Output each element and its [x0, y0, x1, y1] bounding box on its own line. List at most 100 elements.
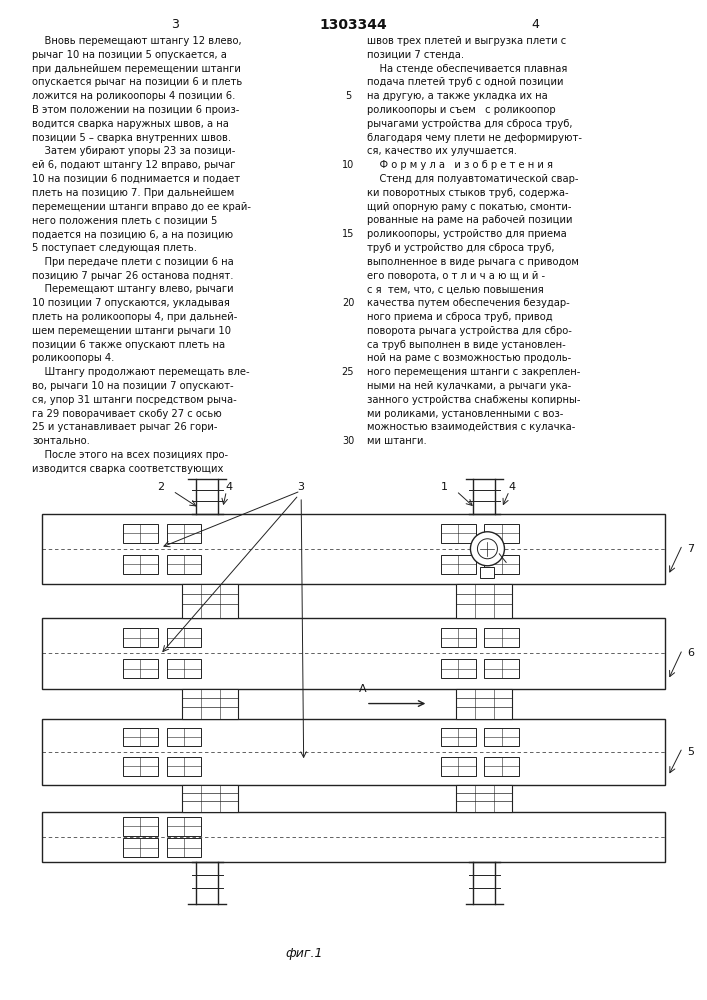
Text: можностью взаимодействия с кулачка-: можностью взаимодействия с кулачка- — [367, 422, 575, 432]
Text: зонтально.: зонтально. — [32, 436, 90, 446]
Bar — [42, 618, 665, 689]
Bar — [167, 628, 201, 647]
Text: роликоопоры и съем   с роликоопор: роликоопоры и съем с роликоопор — [367, 105, 556, 115]
Bar — [123, 728, 158, 746]
Text: шем перемещении штанги рычаги 10: шем перемещении штанги рычаги 10 — [32, 326, 231, 336]
Text: благодаря чему плети не деформируют-: благодаря чему плети не деформируют- — [367, 133, 582, 143]
Bar — [456, 785, 513, 812]
Text: выполненное в виде рычага с приводом: выполненное в виде рычага с приводом — [367, 257, 579, 267]
Text: 10 на позиции 6 поднимается и подает: 10 на позиции 6 поднимается и подает — [32, 174, 240, 184]
Text: ми роликами, установленными с воз-: ми роликами, установленными с воз- — [367, 409, 563, 419]
Text: ной на раме с возможностью продоль-: ной на раме с возможностью продоль- — [367, 353, 571, 363]
Text: во, рычаги 10 на позиции 7 опускают-: во, рычаги 10 на позиции 7 опускают- — [32, 381, 233, 391]
Bar — [123, 757, 158, 776]
Text: ся, упор 31 штанги посредством рыча-: ся, упор 31 штанги посредством рыча- — [32, 395, 237, 405]
Text: ся, качество их улучшается.: ся, качество их улучшается. — [367, 146, 517, 156]
Text: Перемещают штангу влево, рычаги: Перемещают штангу влево, рычаги — [32, 284, 233, 294]
Bar — [42, 812, 665, 862]
Text: После этого на всех позициях про-: После этого на всех позициях про- — [32, 450, 228, 460]
Text: ного приема и сброса труб, привод: ного приема и сброса труб, привод — [367, 312, 553, 322]
Bar — [167, 728, 201, 746]
Text: швов трех плетей и выгрузка плети с: швов трех плетей и выгрузка плети с — [367, 36, 566, 46]
Bar — [456, 689, 513, 718]
Bar — [167, 659, 201, 678]
Text: Вновь перемещают штангу 12 влево,: Вновь перемещают штангу 12 влево, — [32, 36, 242, 46]
Bar — [440, 757, 476, 776]
Text: поворота рычага устройства для сбро-: поворота рычага устройства для сбро- — [367, 326, 572, 336]
Text: качества путем обеспечения безудар-: качества путем обеспечения безудар- — [367, 298, 570, 308]
Text: 7: 7 — [686, 544, 694, 554]
Text: 4: 4 — [531, 18, 539, 31]
Bar — [123, 555, 158, 574]
Text: 10: 10 — [342, 160, 354, 170]
Bar — [167, 838, 201, 857]
Text: 6: 6 — [686, 648, 694, 658]
Bar — [481, 567, 494, 578]
Bar — [123, 628, 158, 647]
Text: его поворота, о т л и ч а ю щ и й -: его поворота, о т л и ч а ю щ и й - — [367, 271, 545, 281]
Bar — [167, 817, 201, 836]
Circle shape — [477, 539, 498, 559]
Text: позиции 7 стенда.: позиции 7 стенда. — [367, 50, 464, 60]
Text: плеть на роликоопоры 4, при дальней-: плеть на роликоопоры 4, при дальней- — [32, 312, 238, 322]
Text: позицию 7 рычаг 26 останова поднят.: позицию 7 рычаг 26 останова поднят. — [32, 271, 233, 281]
Text: 1: 1 — [440, 482, 448, 492]
Text: 4: 4 — [509, 482, 516, 492]
Bar — [440, 524, 476, 543]
Text: роликоопоры, устройство для приема: роликоопоры, устройство для приема — [367, 229, 567, 239]
Bar — [456, 584, 513, 618]
Text: При передаче плети с позиции 6 на: При передаче плети с позиции 6 на — [32, 257, 234, 267]
Text: подача плетей труб с одной позиции: подача плетей труб с одной позиции — [367, 77, 563, 87]
Bar — [440, 628, 476, 647]
Bar — [484, 524, 519, 543]
Bar — [484, 757, 519, 776]
Text: на другую, а также укладка их на: на другую, а также укладка их на — [367, 91, 548, 101]
Text: позиции 6 также опускают плеть на: позиции 6 также опускают плеть на — [32, 340, 225, 350]
Bar — [484, 659, 519, 678]
Text: щий опорную раму с покатью, смонти-: щий опорную раму с покатью, смонти- — [367, 202, 571, 212]
Text: На стенде обеспечивается плавная: На стенде обеспечивается плавная — [367, 64, 568, 74]
Text: ложится на роликоопоры 4 позиции 6.: ложится на роликоопоры 4 позиции 6. — [32, 91, 235, 101]
Bar — [167, 757, 201, 776]
Bar — [167, 555, 201, 574]
Text: опускается рычаг на позиции 6 и плеть: опускается рычаг на позиции 6 и плеть — [32, 77, 243, 87]
Text: него положения плеть с позиции 5: него положения плеть с позиции 5 — [32, 215, 217, 225]
Bar — [484, 628, 519, 647]
Bar — [440, 728, 476, 746]
Text: Штангу продолжают перемещать вле-: Штангу продолжают перемещать вле- — [32, 367, 250, 377]
Text: перемещении штанги вправо до ее край-: перемещении штанги вправо до ее край- — [32, 202, 251, 212]
Text: Затем убирают упоры 23 за позици-: Затем убирают упоры 23 за позици- — [32, 146, 235, 156]
Text: 1303344: 1303344 — [319, 18, 387, 32]
Text: труб и устройство для сброса труб,: труб и устройство для сброса труб, — [367, 243, 554, 253]
Text: 30: 30 — [342, 436, 354, 446]
Text: 4: 4 — [226, 482, 233, 492]
Text: изводится сварка соответствующих: изводится сварка соответствующих — [32, 464, 223, 474]
Text: рованные на раме на рабочей позиции: рованные на раме на рабочей позиции — [367, 215, 573, 225]
Text: водится сварка наружных швов, а на: водится сварка наружных швов, а на — [32, 119, 229, 129]
Text: В этом положении на позиции 6 произ-: В этом положении на позиции 6 произ- — [32, 105, 240, 115]
Text: ки поворотных стыков труб, содержа-: ки поворотных стыков труб, содержа- — [367, 188, 568, 198]
Bar — [123, 817, 158, 836]
Text: ей 6, подают штангу 12 вправо, рычаг: ей 6, подают штангу 12 вправо, рычаг — [32, 160, 235, 170]
Bar — [42, 718, 665, 785]
Circle shape — [470, 532, 505, 566]
Text: 25: 25 — [341, 367, 354, 377]
Bar — [440, 555, 476, 574]
Text: 5 поступает следующая плеть.: 5 поступает следующая плеть. — [32, 243, 197, 253]
Text: 20: 20 — [341, 298, 354, 308]
Bar — [182, 584, 238, 618]
Text: подается на позицию 6, а на позицию: подается на позицию 6, а на позицию — [32, 229, 233, 239]
Text: фиг.1: фиг.1 — [285, 948, 322, 960]
Text: А: А — [359, 684, 367, 694]
Text: 2: 2 — [157, 482, 164, 492]
Bar — [484, 728, 519, 746]
Text: 3: 3 — [297, 482, 304, 492]
Bar — [484, 555, 519, 574]
Bar — [167, 524, 201, 543]
Text: 15: 15 — [341, 229, 354, 239]
Text: Ф о р м у л а   и з о б р е т е н и я: Ф о р м у л а и з о б р е т е н и я — [367, 160, 553, 170]
Bar — [42, 514, 665, 584]
Text: занного устройства снабжены копирны-: занного устройства снабжены копирны- — [367, 395, 580, 405]
Bar — [182, 785, 238, 812]
Text: с я  тем, что, с целью повышения: с я тем, что, с целью повышения — [367, 284, 544, 294]
